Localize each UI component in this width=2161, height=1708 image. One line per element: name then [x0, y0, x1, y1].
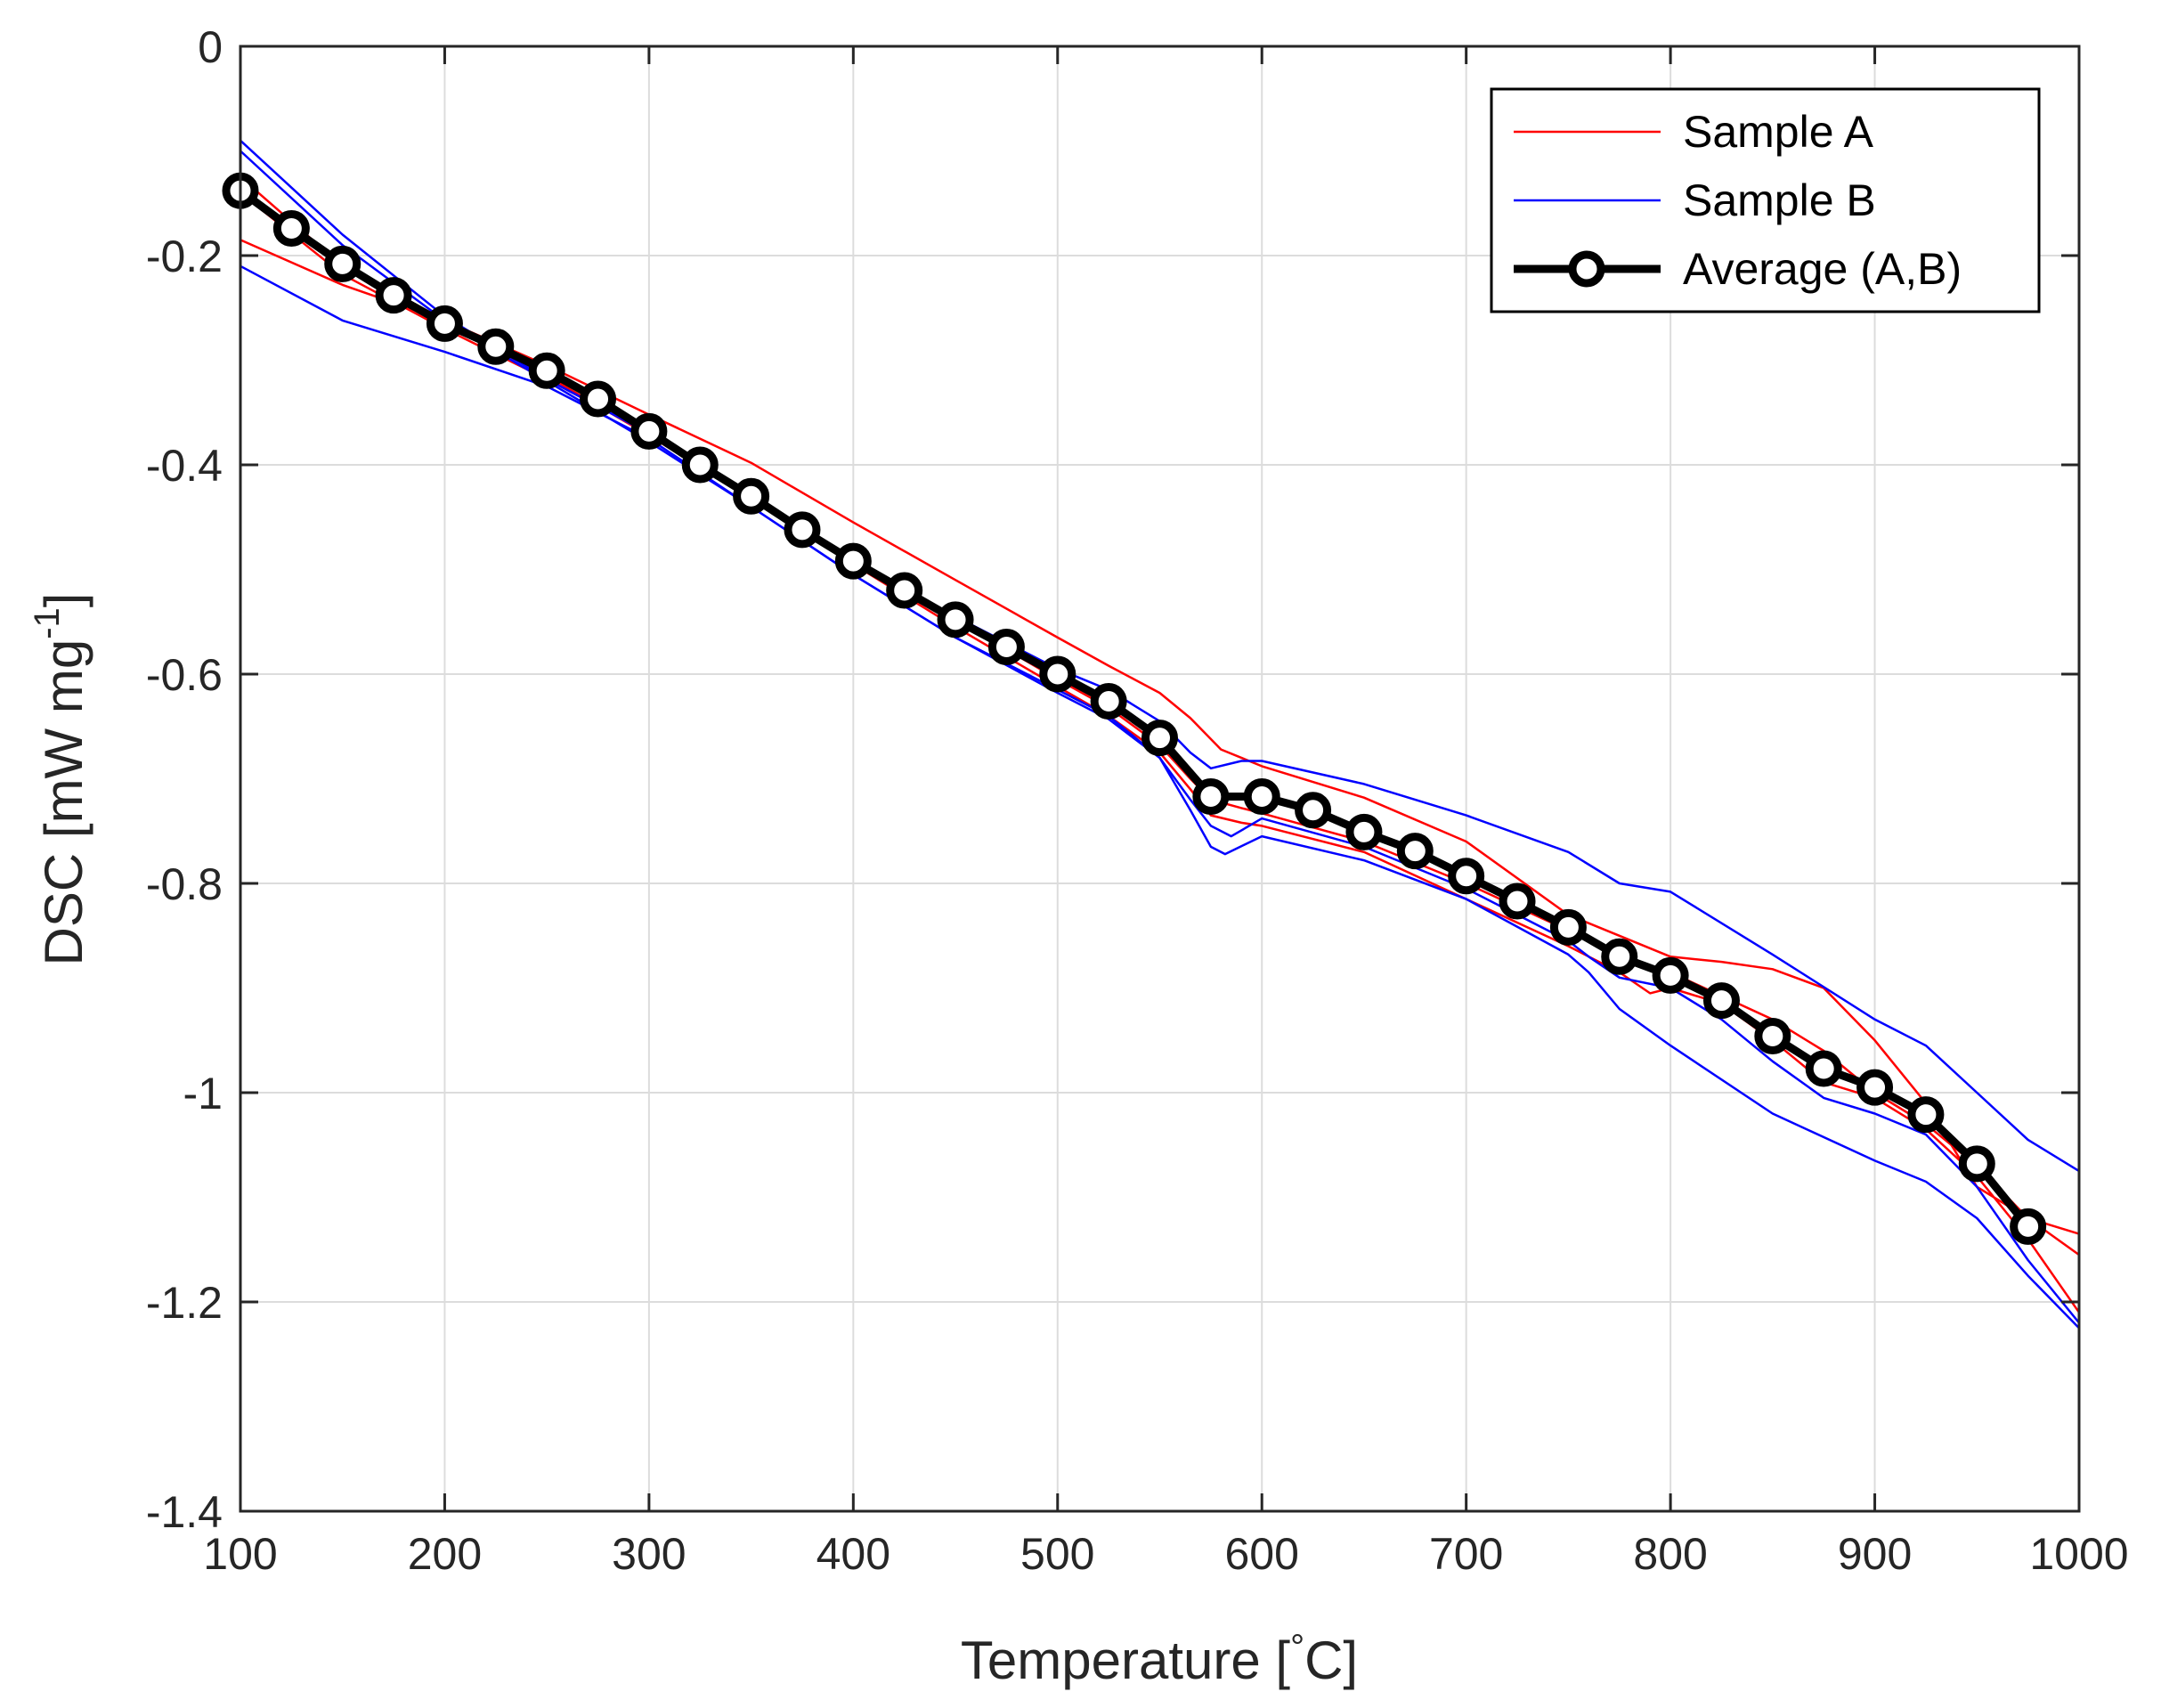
average-marker [834, 542, 872, 580]
series-layer [222, 139, 2081, 1330]
average-marker [1448, 858, 1485, 895]
y-tick-label: -1.2 [146, 1278, 223, 1328]
average-marker [272, 209, 310, 247]
average-marker [1958, 1145, 1995, 1183]
x-axis-title: Temperature [°C] [961, 1628, 1358, 1690]
degree-symbol: ° [1290, 1628, 1304, 1667]
x-tick-label: 600 [1225, 1529, 1299, 1579]
x-tick-label: 900 [1838, 1529, 1912, 1579]
average-marker [1090, 683, 1127, 720]
average-marker [1856, 1069, 1894, 1106]
average-marker [324, 245, 362, 282]
average-marker [1601, 938, 1638, 975]
axes-box [239, 45, 2081, 1513]
y-tick-label: -0.8 [146, 859, 223, 909]
y-axis-title-main: DSC [mW mg [34, 639, 93, 966]
average-marker [784, 511, 821, 549]
y-tick-label: -0.4 [146, 441, 223, 491]
average-marker [375, 277, 412, 314]
average-marker [886, 572, 923, 609]
y-tick-label: -1 [183, 1069, 223, 1118]
average-marker [1295, 792, 1332, 829]
y-axis-title-close: ] [34, 593, 93, 608]
average-marker [1652, 956, 1689, 994]
average-marker [1141, 720, 1178, 757]
average-marker [1549, 908, 1587, 946]
average-marker [1396, 833, 1434, 870]
average-marker [1345, 813, 1383, 850]
y-tick-label: -1.4 [146, 1487, 223, 1537]
y-tick-label: -0.2 [146, 232, 223, 281]
average-marker [681, 446, 719, 484]
average-marker [937, 601, 974, 638]
legend-marker-average [1568, 250, 1605, 288]
x-tick-label: 500 [1020, 1529, 1094, 1579]
average-marker [1039, 655, 1076, 693]
y-axis-title: DSC [mW mg-1] [28, 593, 93, 966]
x-tick-label: 800 [1633, 1529, 1707, 1579]
average-marker [426, 305, 463, 342]
x-tick-labels: 100 200 300 400 500 600 700 800 900 1000 [203, 1529, 2128, 1579]
x-tick-label: 1000 [2029, 1529, 2128, 1579]
legend-label-sample-b: Sample B [1683, 175, 1876, 225]
average-marker [630, 412, 668, 450]
legend: Sample A Sample B Average (A,B) [1490, 87, 2041, 313]
average-marker [987, 628, 1025, 665]
average-marker [2010, 1208, 2047, 1245]
x-axis-title-main: Temperature [ [961, 1631, 1290, 1690]
y-tick-label: -0.6 [146, 650, 223, 700]
average-marker [1702, 982, 1740, 1020]
average-marker [1499, 882, 1536, 920]
tick-marks [239, 45, 2081, 1513]
average-marker [1192, 777, 1230, 815]
average-marker [1805, 1050, 1842, 1087]
average-marker [580, 380, 617, 418]
x-tick-label: 400 [816, 1529, 890, 1579]
average-marker [1754, 1018, 1791, 1055]
x-axis-title-unit: C] [1304, 1631, 1358, 1690]
x-tick-label: 100 [203, 1529, 277, 1579]
x-tick-label: 300 [612, 1529, 686, 1579]
legend-label-sample-a: Sample A [1683, 107, 1874, 157]
legend-label-average: Average (A,B) [1683, 244, 1962, 294]
y-tick-labels: 0 -0.2 -0.4 -0.6 -0.8 -1 -1.2 -1.4 [146, 22, 223, 1537]
x-tick-label: 700 [1429, 1529, 1503, 1579]
y-axis-title-superscript: -1 [28, 607, 67, 639]
x-tick-label: 200 [408, 1529, 482, 1579]
average-marker [1907, 1096, 1945, 1134]
average-marker [477, 328, 515, 365]
average-marker [528, 352, 565, 389]
average-marker [1243, 777, 1280, 815]
average-marker [733, 477, 770, 515]
y-tick-label: 0 [198, 22, 223, 72]
sample-a-line-run-1 [239, 239, 2081, 1235]
sample-b-line-run-3 [239, 264, 2081, 1324]
